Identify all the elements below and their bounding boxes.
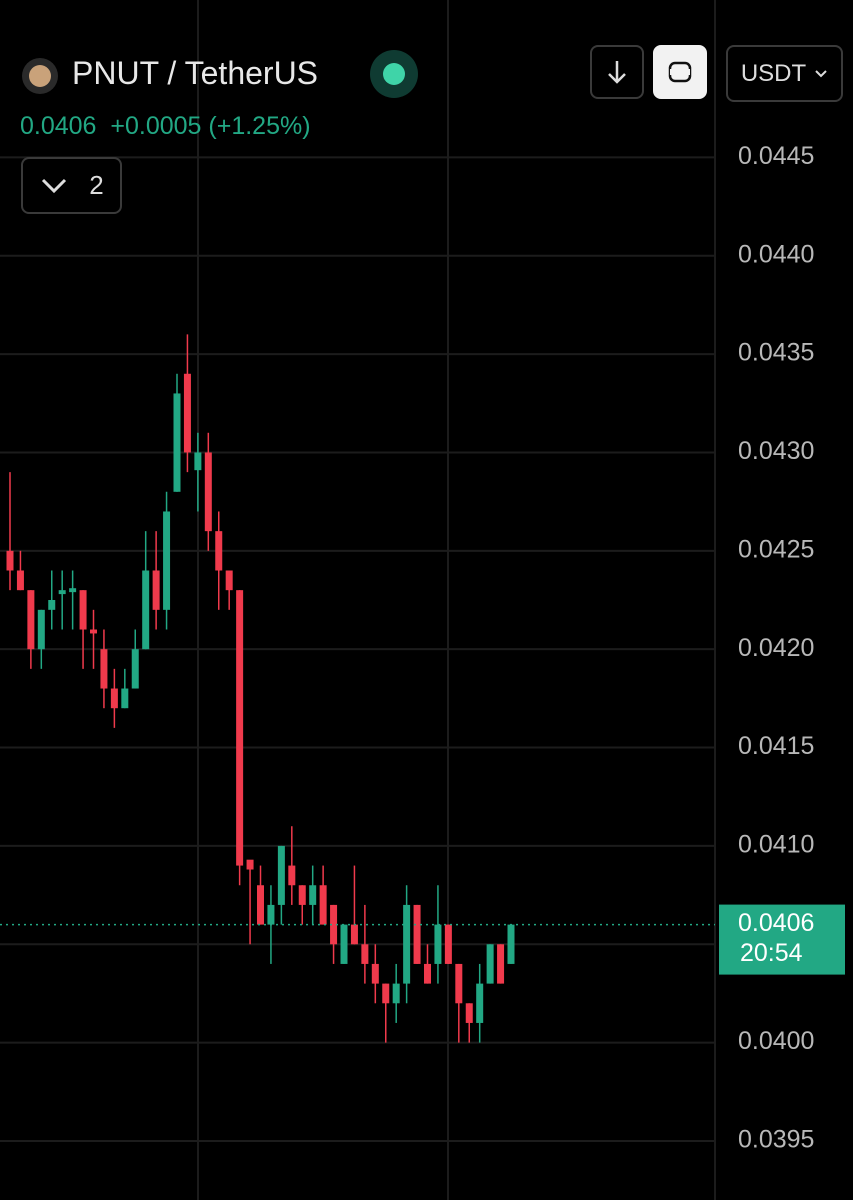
candle-body (486, 944, 494, 984)
candle-body (204, 452, 212, 532)
indicators-toggle[interactable]: 2 (21, 157, 122, 214)
candle-body (455, 963, 463, 1004)
change-pct: (+1.25%) (208, 112, 311, 140)
candle-body (267, 904, 275, 925)
last-price: 0.0406 (20, 112, 97, 140)
candle-body (319, 885, 327, 925)
y-tick-label: 0.0440 (738, 240, 814, 268)
candle-body (288, 865, 296, 886)
candle-body (476, 983, 484, 1023)
coin-icon-inner (29, 65, 51, 87)
indicator-count: 2 (89, 170, 104, 200)
candle-body (236, 590, 244, 866)
quote-selector[interactable]: USDT (726, 45, 843, 102)
frame-icon (668, 61, 692, 83)
candle-body (330, 904, 338, 945)
candle-body (90, 629, 97, 634)
y-tick-label: 0.0400 (738, 1027, 814, 1055)
candle-body (69, 588, 77, 593)
candle-body (173, 393, 181, 492)
arrow-icon (608, 61, 626, 84)
candle-body (79, 590, 87, 630)
y-tick-label: 0.0395 (738, 1126, 814, 1154)
candle-body (152, 570, 160, 610)
y-tick-label: 0.0435 (738, 339, 814, 367)
change: +0.0005 (110, 112, 202, 140)
candle-body (257, 885, 264, 925)
status-dot-inner (383, 63, 405, 85)
candle-body (298, 885, 306, 905)
candle-body (183, 373, 191, 453)
candle-body (131, 649, 139, 689)
candle-body (16, 570, 24, 591)
candle-body (413, 904, 421, 964)
candle-body (121, 688, 129, 709)
candle-body (246, 859, 254, 870)
candle-body (48, 600, 56, 610)
y-tick-label: 0.0420 (738, 634, 814, 662)
candle-body (350, 924, 358, 945)
y-tick-label: 0.0430 (738, 437, 814, 465)
layout-button[interactable] (653, 45, 707, 99)
candle-body (424, 963, 431, 984)
price-row: 0.0406 +0.0005 (+1.25%) (20, 112, 311, 141)
candle-body (507, 924, 515, 964)
coin-icon (22, 58, 58, 94)
candle-body (392, 983, 400, 1004)
y-tick-label: 0.0425 (738, 535, 814, 563)
candle-body (142, 570, 150, 650)
candle-body (277, 845, 285, 905)
candle-body (371, 963, 379, 984)
candle-body (225, 570, 233, 591)
candle-body (434, 924, 442, 964)
candle-body (309, 885, 317, 905)
candle-body (215, 531, 223, 571)
candle-body (382, 983, 390, 1004)
candle-body (6, 550, 14, 571)
y-tick-label: 0.0445 (738, 142, 814, 170)
download-button[interactable] (590, 45, 644, 99)
candle-body (100, 649, 108, 689)
chevron (815, 69, 827, 77)
price-tag-label: 0.0406 (738, 909, 814, 937)
candle-body (27, 590, 35, 650)
price-tag (719, 904, 845, 975)
candle-body (110, 688, 118, 709)
candle-body (444, 924, 452, 964)
countdown: 20:54 (740, 939, 803, 967)
candle-body (37, 609, 45, 650)
candle-body (58, 590, 66, 595)
status-dot (370, 50, 418, 98)
candle-body (163, 511, 171, 610)
y-tick-label: 0.0415 (738, 732, 814, 760)
symbol-title[interactable]: PNUT / TetherUS (72, 55, 319, 91)
candle-body (340, 924, 348, 964)
candle-body (361, 944, 369, 964)
candle-body (497, 944, 505, 984)
quote: USDT (740, 59, 807, 87)
chevron (42, 178, 67, 193)
candle-body (194, 452, 202, 471)
y-tick-label: 0.0410 (738, 831, 814, 859)
candle-body (403, 904, 411, 984)
candle-body (465, 1003, 473, 1023)
